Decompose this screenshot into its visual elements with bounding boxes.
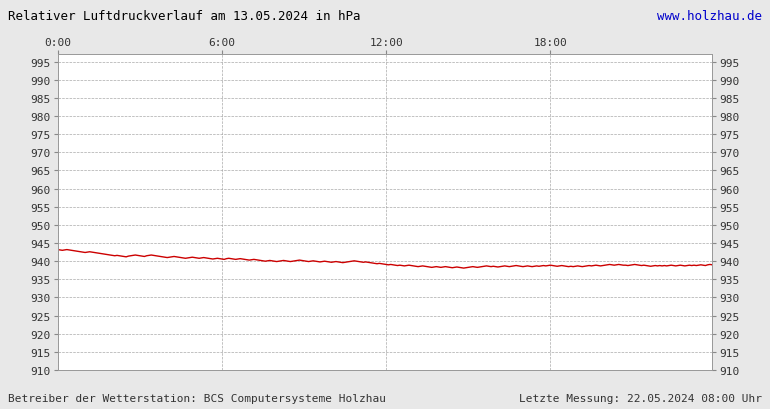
Text: www.holzhau.de: www.holzhau.de — [658, 10, 762, 23]
Text: Letzte Messung: 22.05.2024 08:00 Uhr: Letzte Messung: 22.05.2024 08:00 Uhr — [519, 393, 762, 403]
Text: Relativer Luftdruckverlauf am 13.05.2024 in hPa: Relativer Luftdruckverlauf am 13.05.2024… — [8, 10, 360, 23]
Text: Betreiber der Wetterstation: BCS Computersysteme Holzhau: Betreiber der Wetterstation: BCS Compute… — [8, 393, 386, 403]
